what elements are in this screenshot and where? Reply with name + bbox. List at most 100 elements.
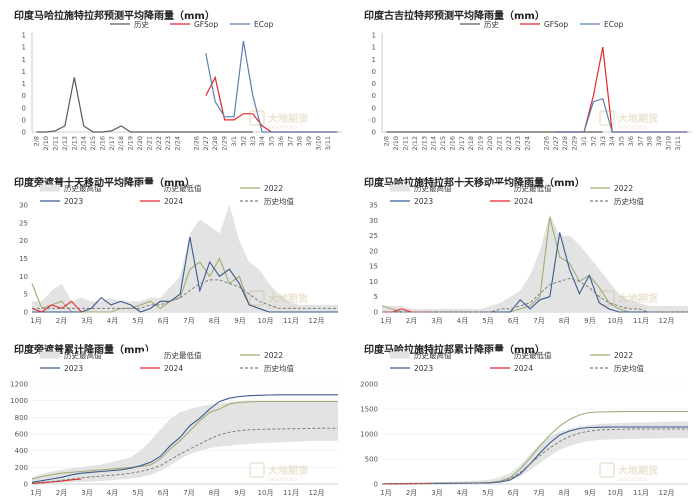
x-tick-label: 5月 [132,317,143,325]
y-tick-label: 25 [19,219,28,227]
y-tick-label: 0 [372,80,376,88]
y-tick-label: 10 [369,278,378,286]
x-tick-label: 2/11 [401,136,409,151]
x-tick-label: 2/10 [42,136,50,151]
y-tick-label: 20 [369,247,378,255]
y-tick-label: 2000 [360,381,378,389]
x-tick-label: 10月 [258,489,274,497]
y-tick-label: 15 [19,255,28,263]
legend-label: 2022 [264,184,283,193]
series-line-2022 [31,400,338,480]
y-tick-label: 10 [19,273,28,281]
x-tick-label: 10月 [608,489,624,497]
x-tick-label: 2/14 [80,136,88,151]
legend-label: 2023 [414,197,433,206]
y-tick-label: 0 [24,309,28,317]
x-tick-label: 3/9 [655,136,663,146]
x-tick-label: 3/8 [646,136,654,146]
x-tick-label: 2/14 [430,136,438,151]
x-tick-label: 6月 [508,317,519,325]
y-tick-label: 1 [22,80,26,88]
x-tick-label: 2/16 [98,136,106,151]
x-tick-label: 3/11 [324,136,332,151]
watermark-sub: DADI FUTURES [618,125,648,130]
y-tick-label: 600 [15,431,28,439]
legend-label: 历史均值 [614,363,644,373]
x-tick-label: 2月 [56,317,67,325]
y-tick-label: 1 [22,56,26,64]
x-tick-label: 11月 [633,489,649,497]
x-tick-label: 2/16 [448,136,456,151]
x-tick-label: 3/1 [580,136,588,146]
x-tick-label: 2月 [56,489,67,497]
y-tick-label: 5 [24,291,28,299]
y-tick-label: 0 [24,481,28,489]
watermark-brand: 大地期货 [618,292,658,305]
x-tick-label: 2/10 [392,136,400,151]
x-tick-label: 3/9 [305,136,313,146]
y-tick-label: 5 [374,293,378,301]
x-tick-label: 3/7 [636,136,644,146]
x-tick-label: 1月 [30,489,41,497]
watermark-logo-icon [249,290,265,306]
x-tick-label: 3/1 [230,136,238,146]
x-tick-label: 2/8 [383,136,391,146]
y-tick-label: 0 [372,104,376,112]
legend-label: ECop [604,20,624,29]
x-tick-label: 8月 [209,317,220,325]
x-tick-label: 2/29 [571,136,579,151]
legend-label: 2022 [614,351,633,360]
y-tick-label: 35 [369,202,378,210]
x-tick-label: 7月 [533,489,544,497]
watermark-sub: DADI FUTURES [268,305,298,310]
x-tick-label: 10月 [258,317,274,325]
y-tick-label: 1000 [360,431,378,439]
x-tick-label: 6月 [508,489,519,497]
y-tick-label: 0 [372,129,376,137]
legend-label: 历史最高值 [64,350,102,360]
x-tick-label: 1月 [30,317,41,325]
x-tick-label: 4月 [107,489,118,497]
y-tick-label: 0 [372,68,376,76]
x-tick-label: 9月 [234,317,245,325]
x-tick-label: 3月 [81,489,92,497]
legend-label: 历史最高值 [414,350,452,360]
x-tick-label: 2/27 [552,136,560,151]
legend-swatch [40,351,60,359]
x-tick-label: 2/28 [561,136,569,151]
x-tick-label: 3/3 [249,136,257,146]
x-tick-label: 5月 [482,489,493,497]
x-tick-label: 2/28 [211,136,219,151]
x-tick-label: 8月 [559,317,570,325]
watermark-sub: DADI FUTURES [268,125,298,130]
panel-punjab-cumulative: 印度旁遮普累计降雨量（mm） 历史最高值 历史最低值 2022 2023 2024 历史均… [0,334,350,501]
chart-svg: 历史最高值 历史最低值 2022 2023 2024 历史均值 0 200 400 600 800 1… [10,350,339,497]
y-tick-label: 0 [22,129,26,137]
x-tick-label: 2/24 [524,136,532,151]
x-tick-label: 9月 [234,489,245,497]
x-tick-label: 2/18 [467,136,475,151]
x-tick-label: 2/13 [70,136,78,151]
x-tick-label: 2/8 [33,136,41,146]
legend-label: 历史最低值 [164,183,202,193]
y-tick-label: 1000 [10,397,28,405]
x-tick-label: 11月 [633,317,649,325]
y-tick-label: 30 [369,217,378,225]
history-range-band [32,400,338,484]
legend-label: 历史最高值 [414,183,452,193]
legend-label: 2024 [514,364,533,373]
x-tick-label: 5月 [132,489,143,497]
y-tick-label: 400 [15,447,28,455]
y-tick-label: 30 [19,202,28,210]
x-tick-label: 2/24 [174,136,182,151]
x-tick-label: 12月 [309,489,325,497]
x-tick-label: 2/19 [477,136,485,151]
legend-label: 2023 [64,364,83,373]
x-tick-label: 2/21 [495,136,503,151]
legend-label: GFSop [194,20,218,29]
